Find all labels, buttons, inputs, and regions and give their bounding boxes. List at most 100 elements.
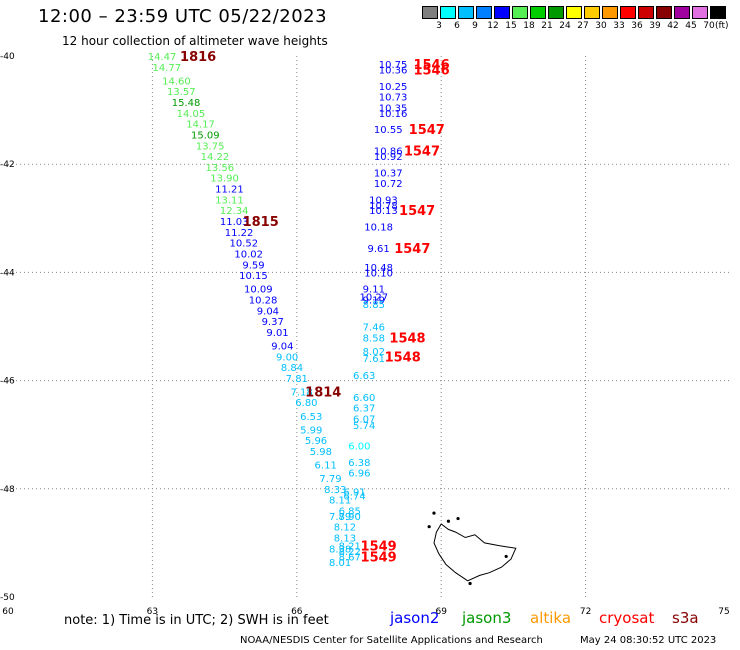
wave-height-value: 5.98 [310,447,332,458]
colorbar-unit: (ft) [715,21,729,31]
wave-height-value: 8.84 [281,363,303,374]
wave-height-value: 10.52 [230,239,259,250]
wave-height-value: 10.35 [379,103,408,114]
latitude-tick-label: -42 [0,160,15,170]
wave-height-value: 14.17 [186,120,215,131]
wave-height-value: 10.37 [374,168,403,179]
wave-height-value: 11.22 [225,228,254,239]
pass-time-label: 1547 [404,145,440,160]
wave-height-value: 7.90 [339,512,361,523]
wave-height-value: 14.77 [153,63,182,74]
pass-time-label: 1546 [413,58,449,73]
wave-height-value: 8.01 [329,558,351,569]
wave-height-value: 15.09 [191,130,220,141]
pass-time-label: 1547 [399,204,435,219]
pass-time-label: 1814 [305,385,341,400]
wave-height-value: 6.85 [339,506,361,517]
wave-height-value: 8.22 [339,547,361,558]
colorbar-label: 15 [505,21,517,31]
wave-height-value: 6.80 [295,398,317,409]
longitude-tick-label: 75 [718,607,729,617]
colorbar-swatch [440,6,456,19]
wave-height-value: 8.85 [363,300,385,311]
wave-height-value: 8.58 [363,333,385,344]
islet-marker [456,516,460,521]
satellite-legend-jason3: jason3 [462,609,512,627]
wave-height-value: 8.21 [339,542,361,553]
colorbar-swatch [638,6,654,19]
wave-height-value: 6.07 [353,414,375,425]
colorbar-swatch [512,6,528,19]
colorbar-swatch [458,6,474,19]
satellite-legend-altika: altika [530,609,572,627]
wave-height-value: 12.34 [220,206,249,217]
colorbar-swatch [548,6,564,19]
wave-height-value: 6.91 [343,488,365,499]
wave-height-value: 6.11 [315,460,337,471]
latitude-tick-label: -44 [0,268,15,278]
wave-height-value: 7.89 [329,512,351,523]
wave-height-value: 8.67 [339,552,361,563]
wave-height-value: 8.33 [324,485,346,496]
wave-height-value: 10.15 [239,271,268,282]
wave-height-value: 10.78 [369,201,398,212]
colorbar-label: 12 [487,21,499,31]
wave-height-value: 10.72 [374,179,403,190]
wave-height-value: 8.11 [329,496,351,507]
colorbar-label: 3 [436,21,442,31]
wave-height-value: 6.96 [348,469,370,480]
wave-height-value: 7.61 [363,354,385,365]
pass-time-label: 1547 [394,242,430,257]
pass-time-label: 1548 [389,331,425,346]
wave-height-value: 11.21 [215,185,244,196]
wave-height-value: 8.02 [363,347,385,358]
colorbar-label: 45 [685,21,697,31]
wave-height-value: 10.27 [359,293,388,304]
colorbar-label: 30 [595,21,607,31]
colorbar-swatch [602,6,618,19]
longitude-tick-label: 63 [147,607,158,617]
wave-height-value: 6.60 [353,393,375,404]
colorbar-label: 27 [577,21,589,31]
wave-height-value: 14.22 [201,152,230,163]
footer-source: NOAA/NESDIS Center for Satellite Applica… [240,635,543,646]
longitude-tick-label: 72 [580,607,591,617]
wave-height-value: 6.63 [353,371,375,382]
wave-height-value: 10.75 [379,60,408,71]
wave-height-value: 9.00 [276,352,298,363]
wave-height-value: 13.11 [215,195,244,206]
note-text: note: 1) Time is in UTC; 2) SWH is in fe… [64,613,329,628]
latitude-tick-label: -48 [0,485,15,495]
wave-height-value: 7.46 [363,323,385,334]
wave-height-value: 5.74 [353,421,375,432]
satellite-legend-jason2: jason2 [390,609,440,627]
wave-height-value: 6.53 [300,412,322,423]
wave-height-value: 6.00 [348,442,370,453]
colorbar-swatch [584,6,600,19]
colorbar-swatch [710,6,726,19]
colorbar-swatch [422,6,438,19]
satellite-legend-s3a: s3a [672,609,699,627]
islet-marker [468,581,472,586]
colorbar-label: 24 [559,21,571,31]
wave-height-value: 10.25 [379,82,408,93]
wave-height-value: 6.38 [348,458,370,469]
pass-time-label: 1549 [361,550,397,565]
wave-height-value: 13.75 [196,141,225,152]
longitude-tick-label: 60 [2,607,14,617]
wave-height-value: 13.57 [167,87,196,98]
colorbar-swatch [674,6,690,19]
colorbar-label: 9 [472,21,478,31]
wave-height-value: 9.01 [266,328,288,339]
longitude-tick-label: 66 [291,607,303,617]
wave-height-value: 9.11 [363,285,385,296]
wave-height-value: 6.37 [353,404,375,415]
island-coastline [433,523,517,582]
wave-height-value: 7.81 [286,374,308,385]
colorbar-swatch [692,6,708,19]
wave-height-value: 10.13 [369,206,398,217]
wave-height-value: 10.16 [379,109,408,120]
wave-height-value: 15.48 [172,98,201,109]
latitude-tick-label: -46 [0,377,15,387]
wave-height-value: 14.05 [177,109,206,120]
